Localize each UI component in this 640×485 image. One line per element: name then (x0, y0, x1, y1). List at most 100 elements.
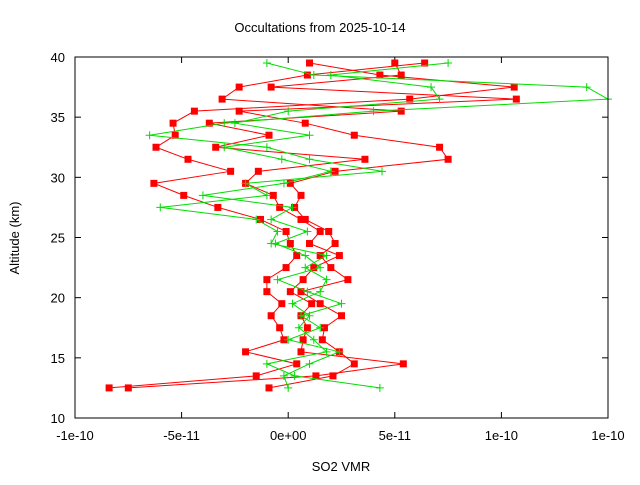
series-line (202, 62, 449, 389)
data-point-square (301, 119, 309, 127)
data-point-square (512, 95, 520, 103)
data-point-square (276, 324, 284, 332)
data-point-square (421, 59, 429, 67)
data-point-plus (279, 371, 288, 380)
data-point-plus (284, 107, 293, 116)
data-point-square (293, 360, 301, 368)
data-point-square (325, 227, 333, 235)
data-point-square (303, 324, 311, 332)
data-point-square (299, 276, 307, 284)
y-axis-label: Altitude (km) (7, 202, 22, 275)
series-green-profile-2 (198, 59, 453, 392)
data-point-square (105, 384, 113, 392)
data-point-square (212, 143, 220, 151)
data-point-square (299, 336, 307, 344)
series-green-profile-1 (145, 59, 612, 392)
x-tick-label: -1e-10 (56, 428, 94, 443)
data-point-square (297, 288, 305, 296)
data-point-square (267, 83, 275, 91)
x-tick-label: 0e+00 (270, 428, 307, 443)
data-point-plus (277, 155, 286, 164)
data-point-plus (326, 167, 335, 176)
data-point-square (344, 276, 352, 284)
data-point-plus (305, 131, 314, 140)
data-point-plus (305, 359, 314, 368)
data-point-square (397, 107, 405, 115)
data-point-plus (267, 215, 276, 224)
data-point-square (335, 252, 343, 260)
data-point-square (235, 107, 243, 115)
data-point-square (169, 119, 177, 127)
y-tick-label: 10 (51, 411, 65, 426)
data-point-square (286, 179, 294, 187)
data-point-plus (262, 143, 271, 152)
data-point-plus (337, 299, 346, 308)
data-point-plus (316, 263, 325, 272)
data-point-square (267, 312, 275, 320)
data-point-plus (294, 323, 303, 332)
data-point-plus (335, 347, 344, 356)
data-point-square (338, 312, 345, 320)
data-point-plus (262, 59, 271, 68)
data-point-square (280, 336, 288, 344)
data-point-plus (305, 155, 314, 164)
x-tick-label: -5e-11 (163, 428, 200, 443)
y-tick-label: 30 (51, 170, 65, 185)
x-tick-label: 5e-11 (379, 428, 411, 443)
data-point-plus (582, 83, 591, 92)
data-point-square (205, 119, 213, 127)
data-point-plus (444, 59, 453, 68)
data-point-square (397, 71, 405, 79)
data-point-square (316, 300, 324, 308)
data-point-plus (279, 179, 288, 188)
data-point-plus (375, 383, 384, 392)
x-tick-label: 1e-10 (485, 428, 518, 443)
data-point-square (180, 191, 188, 199)
data-point-plus (284, 383, 293, 392)
data-point-plus (309, 71, 318, 80)
data-point-square (376, 71, 384, 79)
series-red-profile-1 (105, 59, 518, 392)
data-point-square (286, 240, 294, 248)
data-point-plus (369, 107, 378, 116)
data-point-square (256, 215, 264, 223)
data-point-square (306, 59, 314, 67)
data-point-square (320, 324, 328, 332)
data-point-square (235, 83, 243, 91)
data-point-plus (290, 371, 299, 380)
data-point-square (308, 300, 316, 308)
data-point-plus (252, 215, 261, 224)
y-tick-label: 25 (51, 231, 65, 246)
series-line (128, 62, 425, 389)
data-point-square (316, 227, 324, 235)
data-point-plus (145, 131, 154, 140)
data-point-square (406, 95, 414, 103)
data-point-square (263, 288, 271, 296)
data-point-square (391, 59, 399, 67)
data-point-square (331, 167, 339, 175)
data-point-square (242, 348, 250, 356)
data-point-square (282, 264, 290, 272)
data-point-square (190, 107, 198, 115)
data-point-square (265, 131, 273, 139)
data-point-square (510, 83, 518, 91)
data-point-square (297, 215, 305, 223)
data-point-plus (301, 263, 310, 272)
y-tick-label: 15 (51, 351, 65, 366)
data-point-square (350, 360, 358, 368)
x-axis-label: SO2 VMR (312, 459, 371, 474)
series-line (109, 62, 515, 389)
series-red-profile-3 (235, 59, 520, 392)
chart-title: Occultations from 2025-10-14 (234, 20, 405, 35)
y-tick-label: 20 (51, 291, 65, 306)
data-point-plus (262, 359, 271, 368)
data-point-square (263, 276, 271, 284)
data-point-plus (284, 335, 293, 344)
data-point-square (350, 131, 358, 139)
data-point-square (301, 215, 309, 223)
data-point-square (227, 167, 235, 175)
data-point-plus (288, 203, 297, 212)
data-point-plus (271, 239, 280, 248)
data-point-plus (427, 83, 436, 92)
